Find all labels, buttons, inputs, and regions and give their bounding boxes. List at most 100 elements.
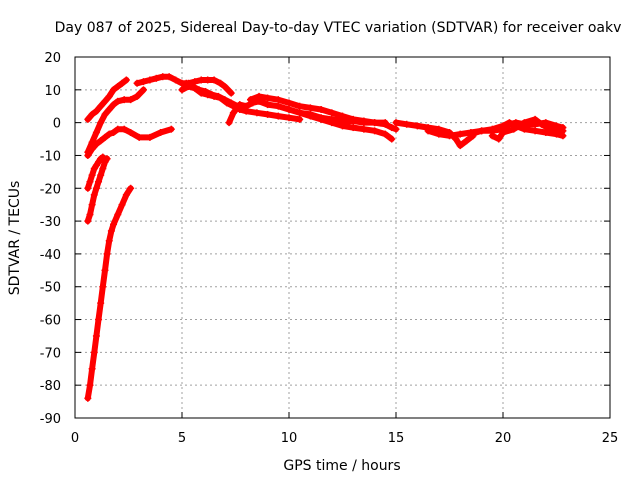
data-point [122,76,130,84]
data-point [172,76,180,84]
x-tick-label: 0 [71,431,79,446]
data-point [360,125,368,133]
data-point [306,104,314,112]
data-point [146,133,154,141]
data-point [189,83,197,91]
x-tick-label: 15 [388,431,405,446]
data-point [118,201,126,209]
data-point [110,101,118,109]
data-point [520,119,528,127]
data-point [208,91,216,99]
data-point [103,250,111,258]
data-point [225,119,233,127]
data-point [99,165,107,173]
series-arc-3 [84,153,107,192]
data-point [221,96,229,104]
data-point [559,127,567,135]
data-point [135,133,143,141]
data-point [152,74,160,82]
series-arc-2 [84,155,111,225]
data-point [210,76,218,84]
series-arc-9 [182,79,242,110]
data-point [202,87,210,95]
data-point [296,109,304,117]
data-point [204,76,212,84]
data-point [381,119,389,127]
data-point [214,92,222,100]
data-point [90,348,98,356]
x-tick-label: 5 [178,431,186,446]
data-point [403,120,411,128]
series-arc-1 [84,184,135,402]
data-point [182,79,190,87]
data-point [227,99,235,107]
data-point [165,73,173,81]
data-point [97,119,105,127]
y-tick-label: -30 [40,215,61,230]
data-point [229,109,237,117]
data-point [317,115,325,123]
data-point [92,107,100,115]
series-arc-16 [488,115,567,143]
data-point [392,125,400,133]
data-point [538,120,546,128]
data-point [90,191,98,199]
data-point [264,94,272,102]
data-point [424,127,432,135]
data-point [236,101,244,109]
data-point [92,332,100,340]
data-point [88,110,96,118]
data-point [553,122,560,130]
data-point [328,109,336,117]
data-point [110,86,118,94]
data-point [88,201,96,209]
data-point [488,132,496,140]
data-point [388,135,396,143]
data-point [133,92,141,100]
data-point [92,184,100,192]
data-point [255,92,263,100]
data-point [520,125,528,133]
data-point [505,119,513,127]
data-point [118,79,126,87]
data-point [88,138,96,146]
data-point [495,135,503,143]
data-point [110,128,118,136]
data-point [107,227,115,235]
data-point [306,112,314,120]
data-point [264,110,272,118]
data-point [114,125,122,133]
data-point [264,101,272,109]
data-point [127,96,135,104]
data-point [133,79,141,87]
data-point [285,114,293,122]
series-arc-12 [296,109,396,143]
data-point [97,137,105,145]
data-point [127,128,135,136]
data-point [95,316,103,324]
data-point [435,130,443,138]
data-point [86,211,94,219]
data-point [555,128,563,136]
data-point [285,106,293,114]
x-tick-label: 25 [602,431,619,446]
grid-lines [75,57,610,418]
data-point [197,76,205,84]
data-point [97,102,105,110]
data-point [84,115,92,123]
data-point [296,102,304,110]
data-point [92,128,100,136]
data-point [227,89,235,97]
series-line [84,185,134,402]
data-point [114,211,122,219]
data-point [296,115,304,123]
data-point [191,78,199,86]
data-point [217,79,225,87]
data-point [531,127,539,135]
data-point [97,299,105,307]
data-point [274,112,282,120]
data-point [120,96,128,104]
data-point [99,153,107,161]
chart-title: Day 087 of 2025, Sidereal Day-to-day VTE… [55,20,622,36]
data-point [99,283,107,291]
